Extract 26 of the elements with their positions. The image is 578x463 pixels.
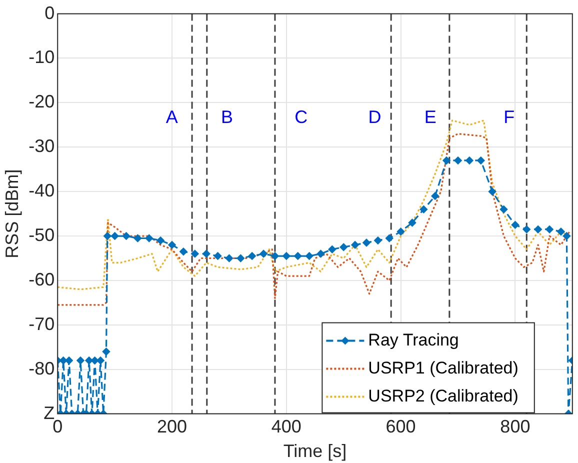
annotation: D xyxy=(368,106,382,127)
y-tick-label: -50 xyxy=(28,224,55,245)
x-tick-label: 600 xyxy=(386,416,416,437)
legend-label: Ray Tracing xyxy=(368,330,459,350)
annotation: E xyxy=(424,106,436,127)
line-series xyxy=(58,133,570,306)
x-tick-label: 800 xyxy=(500,416,530,437)
x-tick-label: 200 xyxy=(156,416,188,437)
legend-label: USRP1 (Calibrated) xyxy=(368,358,518,378)
y-tick-label: -10 xyxy=(28,47,55,68)
y-tick-label: 0 xyxy=(44,2,55,23)
annotation: F xyxy=(504,106,515,127)
y-tick-label: -80 xyxy=(28,358,55,378)
x-axis-title: Time [s] xyxy=(283,441,347,462)
y-tick-label: -40 xyxy=(28,180,55,201)
annotation: B xyxy=(220,106,233,127)
legend-label: USRP2 (Calibrated) xyxy=(368,386,518,406)
annotation: A xyxy=(166,106,178,127)
x-tick-label: 400 xyxy=(271,416,302,437)
annotation: C xyxy=(294,106,308,127)
y-tick-label: -60 xyxy=(28,269,55,290)
y-tick-label: -30 xyxy=(28,136,55,156)
y-tick-label: Z xyxy=(44,402,55,423)
y-tick-label: -70 xyxy=(28,314,55,334)
y-axis-title: RSS [dBm] xyxy=(2,169,22,258)
y-tick-label: -20 xyxy=(28,92,55,112)
